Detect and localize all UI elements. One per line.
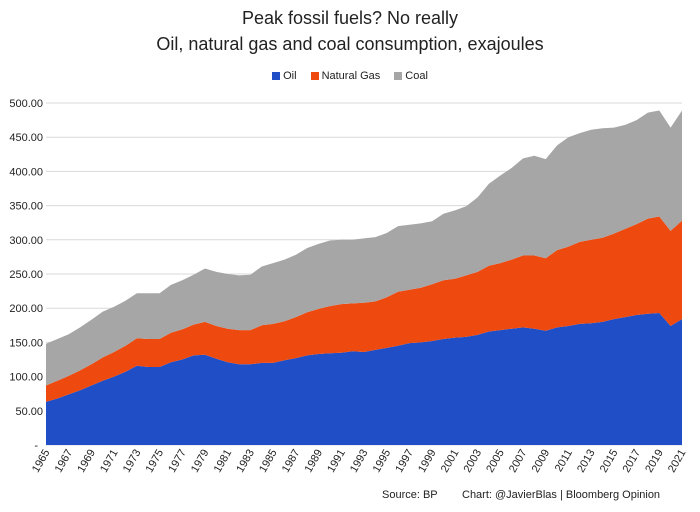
x-tick-label: 1983 (234, 448, 257, 475)
x-tick-label: 2009 (530, 448, 553, 475)
x-tick-label: 1967 (53, 448, 76, 475)
chart-title: Peak fossil fuels? No really (241, 8, 459, 28)
x-tick-label: 2019 (643, 448, 666, 475)
legend-item-coal: Coal (394, 70, 428, 82)
x-tick-label: 1973 (121, 448, 144, 475)
y-tick-label: 300.00 (9, 235, 43, 247)
y-tick-label: 400.00 (9, 166, 43, 178)
x-tick-label: 1971 (98, 448, 121, 475)
y-tick-label: 450.00 (9, 132, 43, 144)
x-tick-label: 2007 (507, 448, 530, 475)
x-axis-ticks: 1965 1967 1969 1971 1973 1975 1977 1979 1981 1983… (30, 448, 689, 475)
x-tick-label: 2011 (553, 448, 575, 474)
area-natural-gas (46, 216, 682, 402)
x-tick-label: 1993 (348, 448, 371, 475)
y-tick-label: 150.00 (9, 337, 43, 349)
x-tick-label: 2003 (462, 448, 485, 475)
area-coal (46, 110, 682, 386)
legend-swatch-natural-gas (310, 72, 319, 80)
legend-swatch-oil (272, 72, 281, 80)
legend-item-oil: Oil (272, 70, 297, 82)
y-tick-label: - (34, 440, 38, 452)
x-tick-label: 1997 (393, 448, 416, 475)
legend-label-coal: Coal (405, 70, 428, 82)
source-note: Source: BP (382, 489, 438, 501)
x-tick-label: 2013 (575, 448, 598, 475)
x-tick-label: 2001 (439, 448, 462, 475)
x-tick-label: 1979 (189, 448, 212, 475)
x-tick-label: 2005 (484, 448, 507, 475)
chart-subtitle: Oil, natural gas and coal consumption, e… (156, 34, 544, 54)
y-tick-label: 350.00 (9, 201, 43, 213)
x-tick-label: 1981 (212, 448, 235, 475)
area-series (46, 110, 682, 445)
legend-label-natural-gas: Natural Gas (321, 70, 381, 82)
x-tick-label: 2021 (666, 448, 689, 475)
x-tick-label: 1975 (144, 448, 167, 475)
x-tick-label: 1969 (75, 448, 98, 475)
x-tick-label: 1987 (280, 448, 303, 475)
x-tick-label: 1999 (416, 448, 439, 475)
y-axis-ticks: - 50.00 100.00 150.00 200.00 250.00 300.00 350.… (9, 98, 43, 452)
y-tick-label: 100.00 (9, 372, 43, 384)
x-tick-label: 2017 (621, 448, 644, 475)
area-oil (46, 313, 682, 445)
y-tick-label: 250.00 (9, 269, 43, 281)
y-tick-label: 50.00 (15, 406, 43, 418)
legend-swatch-coal (394, 72, 403, 80)
chart-credit: Chart: @JavierBlas | Bloomberg Opinion (462, 489, 661, 501)
legend: Oil Natural Gas Coal (0, 70, 700, 82)
x-tick-label: 2015 (598, 448, 621, 475)
legend-item-natural-gas: Natural Gas (310, 70, 381, 82)
legend-label-oil: Oil (283, 70, 297, 82)
y-tick-label: 200.00 (9, 303, 43, 315)
x-tick-label: 1995 (371, 448, 394, 475)
x-tick-label: 1977 (166, 448, 189, 475)
x-tick-label: 1989 (303, 448, 326, 475)
x-tick-label: 1985 (257, 448, 280, 475)
x-tick-label: 1991 (325, 448, 348, 475)
y-tick-label: 500.00 (9, 98, 43, 110)
